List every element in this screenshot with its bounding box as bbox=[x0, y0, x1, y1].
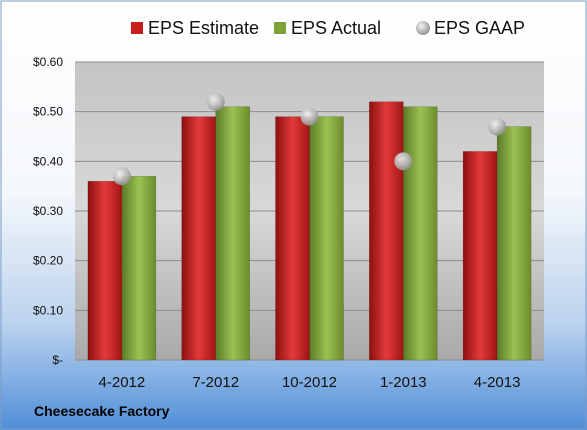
bar-eps-estimate bbox=[275, 116, 310, 361]
y-tick-label: $0.40 bbox=[33, 154, 63, 168]
legend-label: EPS Estimate bbox=[148, 18, 259, 38]
legend: EPS Estimate EPS Actual EPS GAAP bbox=[131, 18, 525, 38]
y-tick-label: $0.30 bbox=[33, 204, 63, 218]
bar-eps-estimate bbox=[181, 116, 216, 361]
marker-eps-gaap bbox=[394, 152, 413, 171]
legend-label: EPS Actual bbox=[291, 18, 381, 38]
legend-swatch bbox=[131, 22, 143, 34]
marker-eps-gaap bbox=[300, 107, 319, 126]
bar-eps-actual bbox=[215, 106, 250, 361]
x-axis-ticks: 4-2012 7-2012 10-2012 1-2013 4-2013 bbox=[99, 374, 521, 391]
x-tick-label: 1-2013 bbox=[380, 374, 427, 391]
bar-eps-estimate bbox=[369, 101, 404, 361]
x-tick-label: 4-2012 bbox=[99, 374, 146, 391]
bar-eps-actual bbox=[121, 175, 157, 361]
x-tick-label: 4-2013 bbox=[474, 374, 521, 391]
legend-swatch bbox=[274, 22, 286, 34]
legend-swatch bbox=[416, 21, 430, 35]
brand-label: Cheesecake Factory bbox=[34, 403, 170, 419]
bar-eps-actual bbox=[309, 116, 344, 361]
x-tick-label: 10-2012 bbox=[282, 374, 337, 391]
y-tick-label: $0.20 bbox=[33, 254, 63, 268]
bar-eps-estimate bbox=[87, 180, 123, 361]
bar-eps-actual bbox=[496, 126, 532, 361]
gaap-markers bbox=[112, 92, 507, 186]
bar-eps-estimate bbox=[462, 151, 498, 361]
y-tick-label: $0.10 bbox=[33, 303, 63, 317]
y-axis-ticks: $- $0.10 $0.20 $0.30 $0.40 $0.50 $0.60 bbox=[33, 55, 63, 367]
legend-label: EPS GAAP bbox=[434, 18, 525, 38]
y-tick-label: $0.60 bbox=[33, 55, 63, 69]
marker-eps-gaap bbox=[488, 117, 507, 136]
y-tick-label: $- bbox=[52, 353, 63, 367]
x-tick-label: 7-2012 bbox=[192, 374, 239, 391]
marker-eps-gaap bbox=[112, 167, 131, 186]
bar-eps-actual bbox=[403, 106, 438, 361]
marker-eps-gaap bbox=[206, 92, 225, 111]
y-tick-label: $0.50 bbox=[33, 105, 63, 119]
bars bbox=[87, 101, 532, 361]
